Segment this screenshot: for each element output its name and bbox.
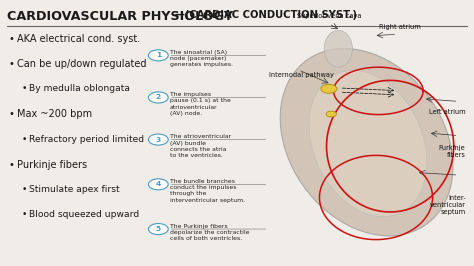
- Text: The atrioventricular
(AV) bundle
connects the atria
to the ventricles.: The atrioventricular (AV) bundle connect…: [170, 134, 231, 158]
- Text: Right atrium: Right atrium: [379, 24, 420, 30]
- Text: •: •: [21, 210, 27, 219]
- Text: By medulla oblongata: By medulla oblongata: [29, 84, 130, 93]
- Text: •: •: [21, 185, 27, 194]
- Text: •: •: [9, 109, 15, 119]
- Text: The Purkinje fibers
depolarize the contractile
cells of both ventricles.: The Purkinje fibers depolarize the contr…: [170, 224, 250, 241]
- Ellipse shape: [324, 30, 353, 67]
- Text: Max ~200 bpm: Max ~200 bpm: [18, 109, 92, 119]
- Text: •: •: [21, 135, 27, 144]
- Ellipse shape: [280, 49, 453, 236]
- Text: Left atrium: Left atrium: [429, 109, 465, 115]
- Text: Can be up/down regulated: Can be up/down regulated: [18, 59, 147, 69]
- Text: 3: 3: [155, 136, 161, 143]
- Circle shape: [148, 134, 168, 145]
- Text: 2: 2: [156, 94, 161, 101]
- Text: CARDIOVASCULAR PHYSIOLOGY: CARDIOVASCULAR PHYSIOLOGY: [7, 10, 233, 23]
- Text: Purkinje fibers: Purkinje fibers: [18, 160, 88, 170]
- Circle shape: [148, 223, 168, 235]
- Text: 1: 1: [155, 52, 161, 58]
- Text: •: •: [21, 84, 27, 93]
- Circle shape: [148, 92, 168, 103]
- Text: AKA electrical cond. syst.: AKA electrical cond. syst.: [18, 34, 141, 44]
- Circle shape: [321, 84, 337, 93]
- Ellipse shape: [309, 70, 427, 217]
- Text: —(CARDIAC CONDUCTION SYST.): —(CARDIAC CONDUCTION SYST.): [175, 10, 357, 20]
- Circle shape: [148, 50, 168, 61]
- Text: Internodal pathway: Internodal pathway: [269, 72, 334, 78]
- Text: The impulses
pause (0.1 s) at the
atrioventricular
(AV) node.: The impulses pause (0.1 s) at the atriov…: [170, 92, 231, 116]
- Circle shape: [326, 111, 337, 117]
- Text: Superior vena cava: Superior vena cava: [297, 13, 361, 19]
- Text: The sinoatrial (SA)
node (pacemaker)
generates impulses.: The sinoatrial (SA) node (pacemaker) gen…: [170, 50, 233, 68]
- Text: Refractory period limited: Refractory period limited: [29, 135, 144, 144]
- Text: The bundle branches
conduct the impulses
through the
interventricular septum.: The bundle branches conduct the impulses…: [170, 179, 246, 203]
- Text: Inter-
ventricular
septum: Inter- ventricular septum: [429, 195, 465, 215]
- Text: •: •: [9, 59, 15, 69]
- Text: •: •: [9, 160, 15, 170]
- Text: 4: 4: [155, 181, 161, 187]
- Text: Stimulate apex first: Stimulate apex first: [29, 185, 119, 194]
- Text: Purkinje
fibers: Purkinje fibers: [439, 145, 465, 158]
- Text: Blood squeezed upward: Blood squeezed upward: [29, 210, 139, 219]
- Text: 5: 5: [156, 226, 161, 232]
- Circle shape: [148, 179, 168, 190]
- Text: •: •: [9, 34, 15, 44]
